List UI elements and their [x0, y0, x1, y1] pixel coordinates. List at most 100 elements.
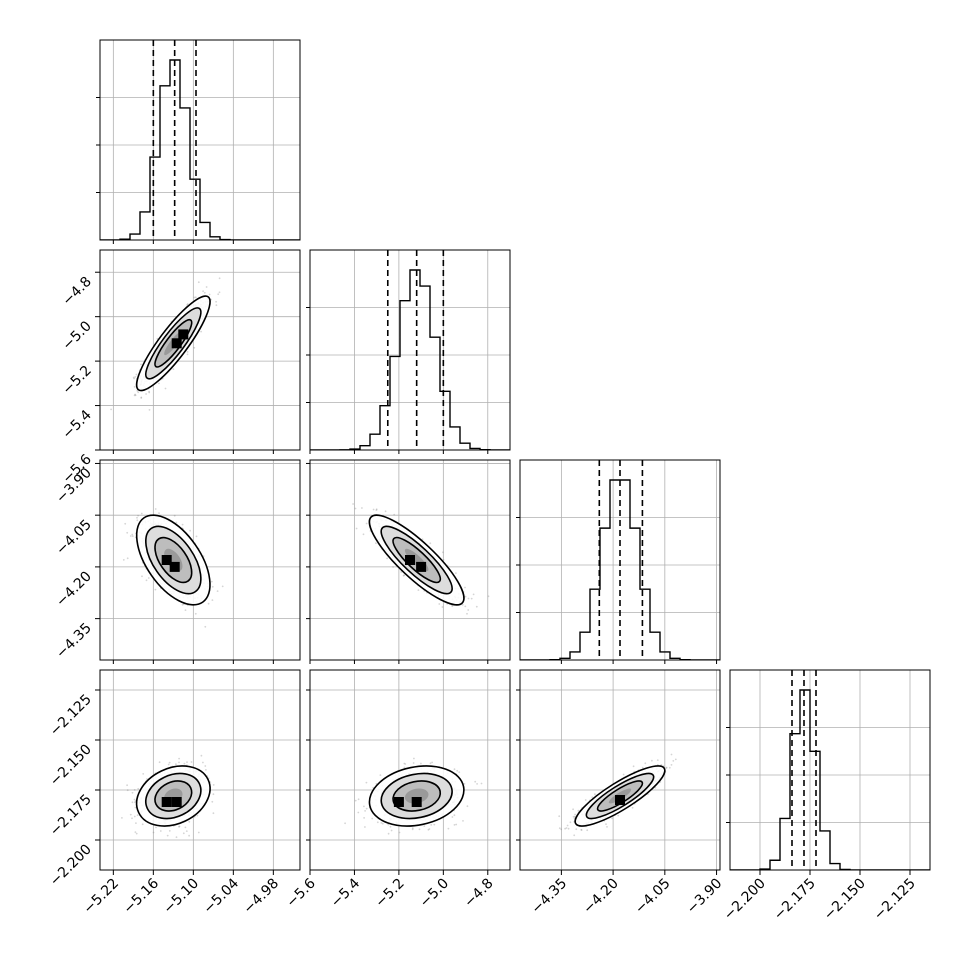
- sample-point: [400, 571, 403, 573]
- sample-point: [413, 757, 415, 760]
- sample-point: [175, 836, 178, 839]
- sample-point: [131, 817, 133, 820]
- sample-point: [188, 834, 191, 837]
- panel-frame: [309, 459, 511, 661]
- sample-point: [418, 828, 421, 831]
- sample-point: [380, 822, 383, 824]
- contour-line: [392, 780, 442, 812]
- sample-point: [182, 832, 185, 835]
- sample-point: [438, 603, 441, 605]
- sample-point: [463, 783, 466, 785]
- sample-point: [365, 781, 368, 784]
- panel-frame: [99, 459, 301, 661]
- sample-point: [398, 831, 401, 834]
- contour-line: [368, 765, 465, 827]
- sample-point: [212, 812, 215, 815]
- sample-point: [148, 390, 151, 393]
- sample-point: [133, 789, 136, 791]
- sample-point: [476, 783, 478, 785]
- sample-point: [371, 817, 374, 820]
- density-peak-cell: [171, 797, 182, 807]
- sample-point: [644, 762, 647, 765]
- sample-point: [132, 376, 135, 379]
- sample-point: [200, 754, 203, 757]
- sample-point: [362, 533, 365, 536]
- density-peak-cell: [169, 561, 180, 572]
- sample-point: [453, 824, 456, 826]
- sample-point: [200, 330, 203, 333]
- sample-point: [194, 296, 197, 299]
- sample-point: [189, 529, 192, 532]
- sample-point: [136, 814, 139, 817]
- sample-point: [429, 542, 432, 545]
- contour-line: [392, 536, 442, 584]
- sample-point: [221, 585, 224, 588]
- sample-point: [475, 605, 478, 608]
- contour-line: [135, 514, 211, 606]
- density-fill: [404, 788, 429, 804]
- sample-point: [181, 523, 184, 526]
- sample-point: [451, 816, 454, 818]
- contour-line: [380, 525, 453, 595]
- panel-frame: [99, 249, 301, 451]
- density-peak-cell: [161, 555, 172, 565]
- sample-point: [215, 304, 218, 307]
- sample-point: [393, 513, 396, 516]
- sample-point: [487, 595, 490, 598]
- panel-frame: [99, 39, 301, 241]
- sample-point: [423, 825, 426, 827]
- sample-point: [208, 293, 211, 296]
- contour-line: [145, 307, 202, 380]
- sample-point: [632, 765, 635, 768]
- sample-point: [186, 304, 189, 306]
- sample-point: [134, 831, 137, 833]
- sample-point: [135, 373, 138, 376]
- sample-point: [427, 828, 430, 831]
- sample-point: [421, 538, 424, 541]
- sample-point: [376, 821, 379, 824]
- histogram-panel-1: [306, 249, 511, 451]
- sample-point: [361, 507, 363, 509]
- sample-point: [202, 290, 205, 293]
- sample-point: [467, 597, 470, 600]
- sample-point: [133, 386, 136, 388]
- sample-point: [158, 382, 160, 385]
- sample-point: [560, 828, 563, 831]
- sample-point: [441, 606, 444, 608]
- sample-point: [472, 593, 475, 596]
- sample-point: [121, 817, 123, 819]
- sample-point: [131, 533, 134, 536]
- sample-point: [379, 774, 382, 776]
- sample-point: [181, 603, 184, 606]
- sample-point: [178, 757, 181, 760]
- sample-point: [462, 820, 464, 822]
- sample-point: [390, 829, 393, 832]
- sample-point: [357, 798, 360, 801]
- sample-point: [215, 300, 218, 303]
- sample-point: [186, 353, 189, 356]
- sample-point: [193, 346, 196, 349]
- sample-point: [183, 762, 186, 765]
- sample-point: [195, 535, 198, 538]
- sample-point: [205, 769, 207, 771]
- sample-point: [184, 609, 187, 611]
- sample-point: [129, 813, 132, 816]
- sample-point: [430, 824, 433, 826]
- sample-point: [404, 763, 407, 765]
- sample-point: [212, 784, 215, 786]
- contour-line: [154, 536, 193, 584]
- density-peak-cell: [416, 561, 427, 572]
- sample-point: [431, 761, 433, 764]
- sample-point: [429, 762, 432, 765]
- sample-point: [403, 766, 406, 769]
- contour-line: [145, 525, 202, 595]
- histogram-panel-0: [96, 39, 301, 241]
- scatter-panel-0-1: [99, 249, 301, 451]
- sample-point: [466, 805, 469, 808]
- sample-point: [442, 559, 445, 561]
- sample-point: [137, 514, 140, 517]
- sample-point: [173, 514, 176, 517]
- scatter-panel-1-2: [309, 459, 511, 661]
- contour-line: [154, 780, 193, 812]
- contour-line: [368, 514, 465, 606]
